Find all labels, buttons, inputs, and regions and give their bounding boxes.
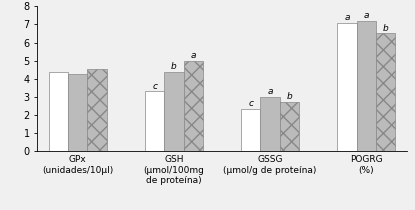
Text: b: b [171,62,177,71]
Text: a: a [267,87,273,96]
Text: a: a [364,11,369,20]
Bar [376,33,395,151]
Bar [164,71,183,151]
Text: b: b [383,24,388,33]
Text: c: c [249,99,254,108]
Bar [261,97,280,151]
Text: a: a [190,51,196,60]
Bar [337,23,356,151]
Bar [356,21,376,151]
Bar [183,61,203,151]
Bar [49,72,68,151]
Bar [280,102,299,151]
Bar [241,109,261,151]
Bar [68,74,88,151]
Bar [145,91,164,151]
Text: b: b [286,92,292,101]
Text: a: a [344,13,350,22]
Text: c: c [152,81,157,91]
Bar [88,69,107,151]
